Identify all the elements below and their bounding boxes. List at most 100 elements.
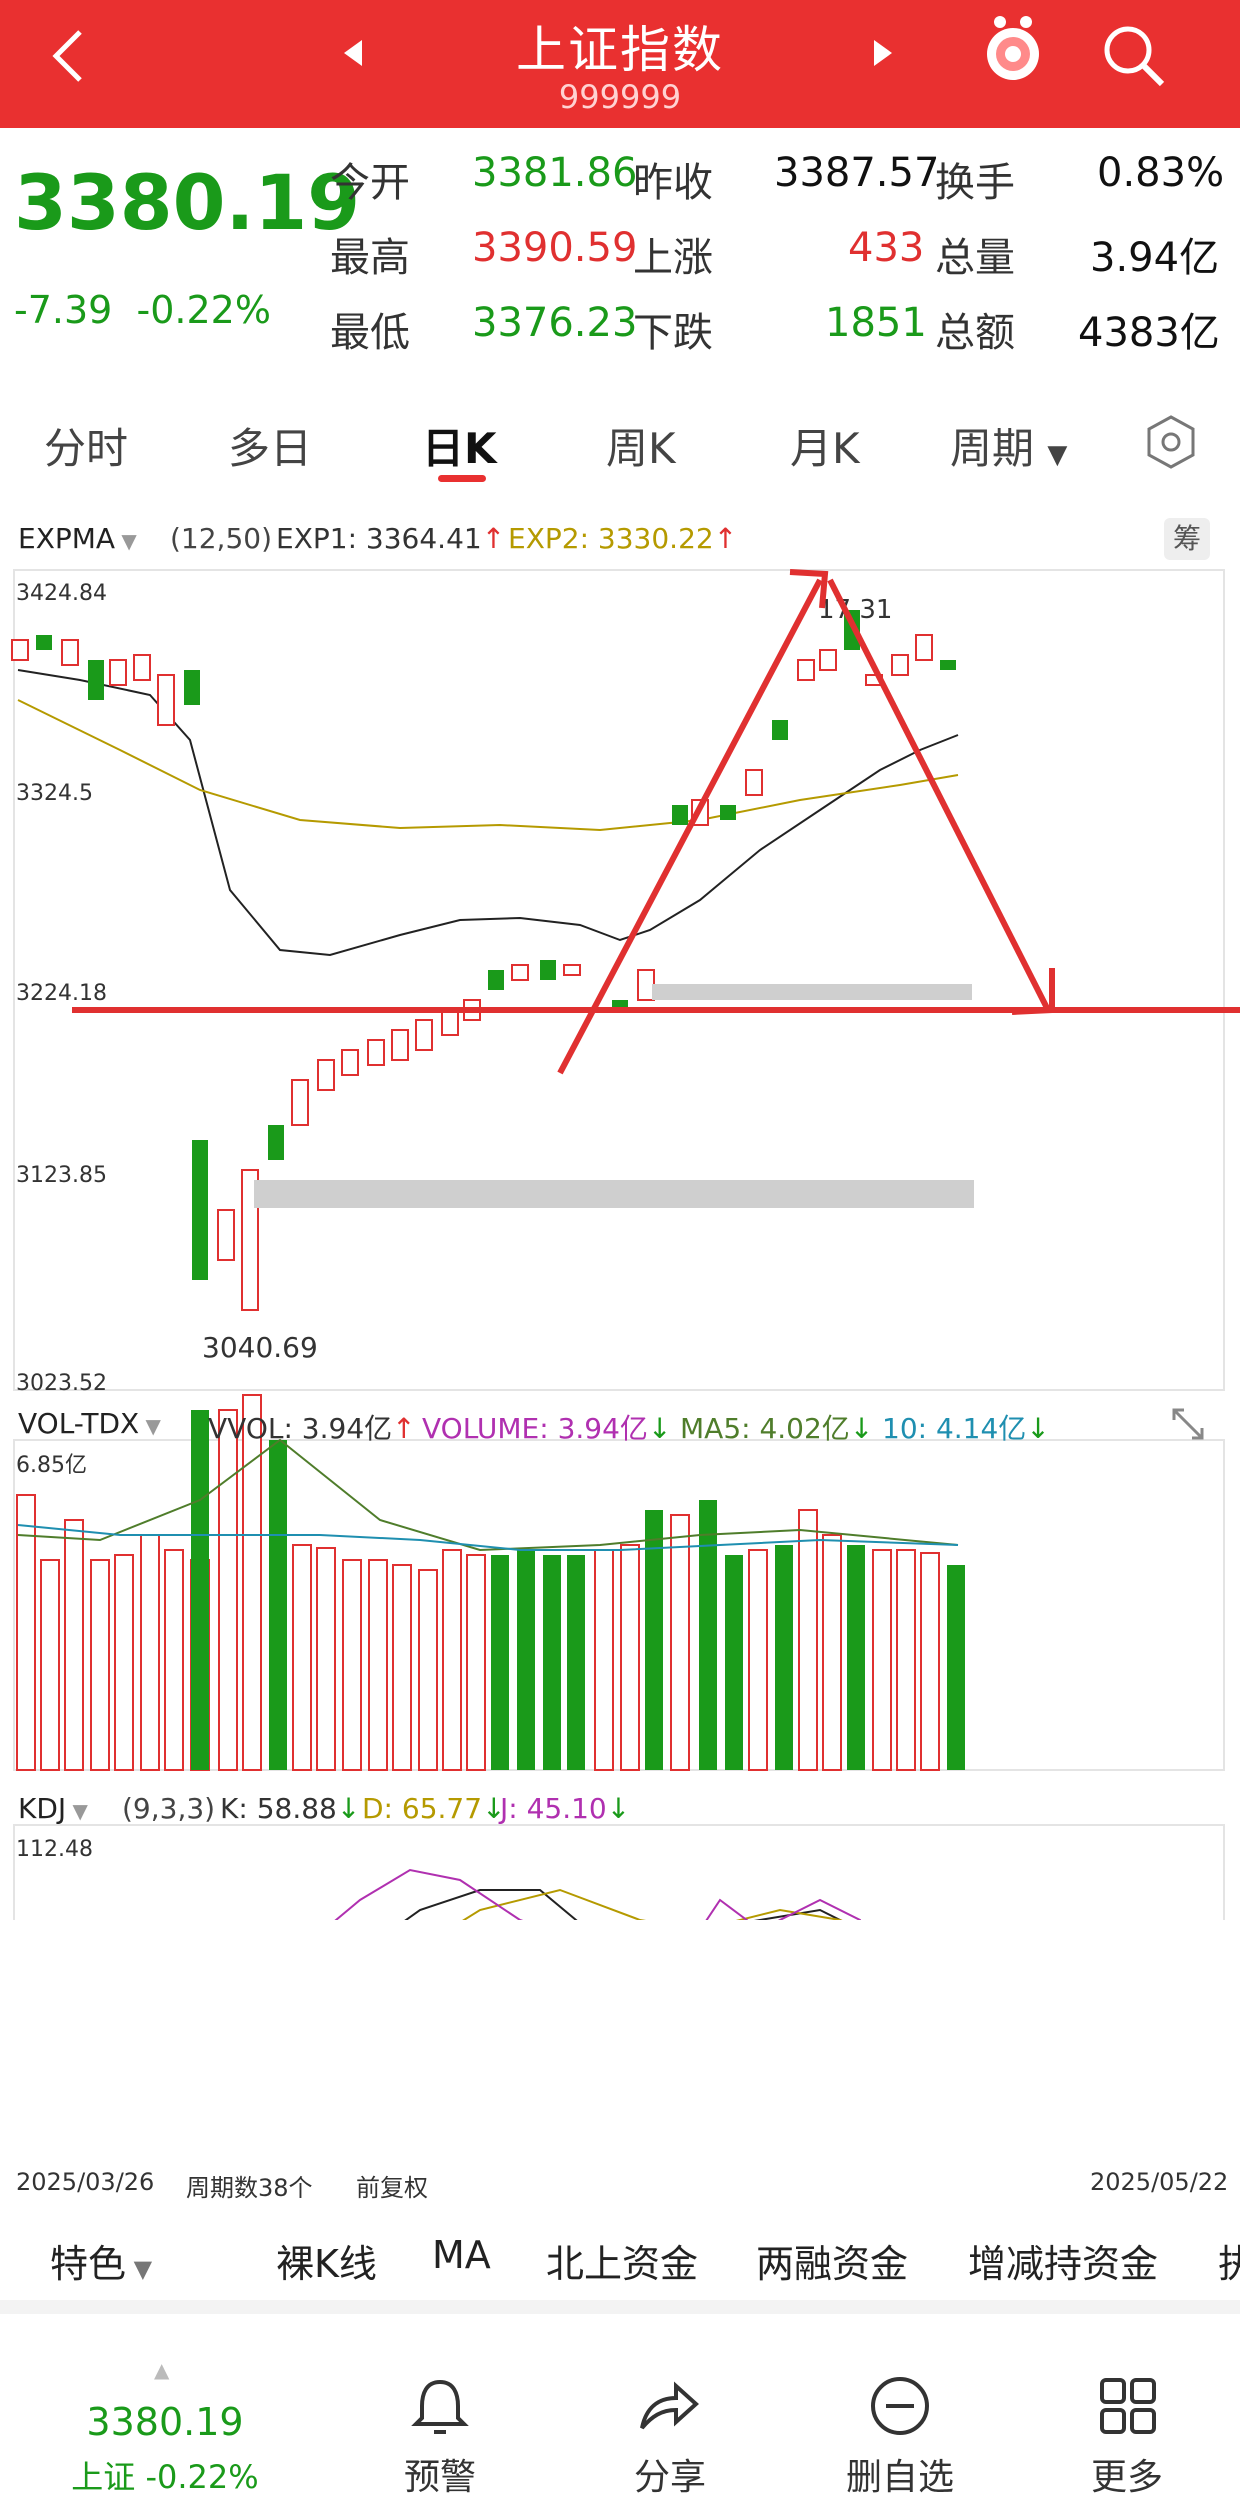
share-icon[interactable] <box>636 2376 700 2436</box>
rise-value: 433 <box>848 225 925 271</box>
candle <box>36 635 52 650</box>
volume-bar <box>342 1559 362 1771</box>
end-date: 2025/05/22 <box>1090 2168 1229 2196</box>
margin-button[interactable]: 两融资金 <box>756 2242 909 2286</box>
volume-bar <box>543 1555 561 1770</box>
holding-change-button[interactable]: 增减持资金 <box>968 2242 1159 2286</box>
d-line <box>462 1888 843 1920</box>
back-icon[interactable] <box>40 26 100 86</box>
expand-icon[interactable] <box>1168 1404 1208 1444</box>
candle <box>88 660 104 700</box>
kdj-selector[interactable]: KDJ ▼ <box>18 1792 88 1825</box>
grid-icon[interactable] <box>1096 2374 1160 2438</box>
ma5-line <box>17 1438 959 1552</box>
candle <box>109 659 127 686</box>
tab-monthly-k[interactable]: 月K <box>790 424 860 473</box>
expand-up-icon[interactable]: ▲ <box>154 2358 170 2382</box>
ma10-line <box>17 1524 959 1551</box>
candle <box>341 1049 359 1076</box>
chip-button[interactable]: 筹 <box>1164 518 1210 560</box>
k-value: K: 58.88↓ <box>220 1792 361 1825</box>
candle <box>184 670 200 705</box>
candle <box>511 964 529 981</box>
volume-bar <box>567 1555 585 1770</box>
more-button[interactable]: 更多 <box>1090 2457 1163 2498</box>
settings-hex-icon[interactable] <box>1142 413 1200 471</box>
vol-selector[interactable]: VOL-TDX ▼ <box>18 1407 161 1440</box>
alert-button[interactable]: 预警 <box>403 2457 476 2498</box>
bell-icon[interactable] <box>410 2376 470 2438</box>
volume-bar <box>90 1559 110 1771</box>
bottom-bar: ▲ 3380.19 上证 -0.22% 预警 分享 删自选 更多 <box>0 2314 1240 2498</box>
delete-watch-button[interactable]: 删自选 <box>845 2457 954 2498</box>
candle <box>797 659 815 681</box>
amount-label: 总额 <box>935 310 1015 356</box>
tab-multiday[interactable]: 多日 <box>228 424 313 473</box>
remove-circle-icon[interactable] <box>868 2374 932 2438</box>
expma-params: (12,50) <box>170 522 273 555</box>
volume-bar <box>822 1534 842 1771</box>
tab-weekly-k[interactable]: 周K <box>606 424 676 473</box>
feature-menu[interactable]: 特色 ▼ <box>50 2233 152 2288</box>
mascot-icon[interactable] <box>978 14 1048 84</box>
current-price: 3380.19 <box>14 158 361 247</box>
active-tab-indicator <box>438 475 486 482</box>
ma5-value: MA5: 4.02亿↓ <box>680 1412 874 1445</box>
change-value: -7.39 <box>14 288 113 332</box>
candle <box>540 960 556 980</box>
volume-bar <box>947 1565 965 1770</box>
exp2-value: EXP2: 3330.22↑ <box>508 522 738 555</box>
prev-stock-icon[interactable] <box>340 38 366 68</box>
candle <box>391 1029 409 1061</box>
volume-bar <box>491 1555 509 1770</box>
vvol-value: VVOL: 3.94亿↑ <box>208 1412 416 1445</box>
dropdown-icon: ▼ <box>139 1414 161 1438</box>
volume-bar <box>242 1394 262 1771</box>
down-arrow-line <box>827 578 1051 1012</box>
ma10-text: 10: 4.14亿 <box>882 1412 1027 1445</box>
y-axis-label: 3224.18 <box>16 981 107 1006</box>
kline-frame <box>13 569 1225 1391</box>
northbound-button[interactable]: 北上资金 <box>546 2242 699 2286</box>
kline-chart[interactable]: 3424.843324.53224.183123.853023.5217.313… <box>0 560 1240 1920</box>
turnover-label: 换手 <box>935 160 1015 206</box>
y-axis-label: 3424.84 <box>16 581 107 606</box>
ma5-text: MA5: 4.02亿 <box>680 1412 850 1445</box>
tab-daily-k[interactable]: 日K <box>422 424 497 473</box>
naked-k-button[interactable]: 裸K线 <box>276 2242 377 2286</box>
search-icon[interactable] <box>1098 20 1168 90</box>
more-func-button[interactable]: 执 <box>1218 2242 1240 2286</box>
candle <box>192 1140 208 1280</box>
change-percent: -0.22% <box>136 288 271 332</box>
candle <box>61 639 79 666</box>
volume-bar <box>466 1554 486 1771</box>
volume-bar <box>164 1549 184 1771</box>
y-axis-label: 3023.52 <box>16 1371 107 1396</box>
volume-bar <box>292 1544 312 1771</box>
candle <box>940 660 956 670</box>
volume-bar <box>368 1559 388 1771</box>
start-date: 2025/03/26 <box>16 2168 155 2196</box>
volume-bar <box>442 1549 462 1771</box>
volume-bar <box>218 1409 238 1771</box>
exp2-text: EXP2: 3330.22 <box>508 522 714 555</box>
volume-bar <box>847 1545 865 1770</box>
tab-period-label: 周期 <box>950 424 1035 473</box>
kdj-top-label: 112.48 <box>16 1837 93 1862</box>
d-value: D: 65.77↓ <box>362 1792 506 1825</box>
tab-intraday[interactable]: 分时 <box>44 424 129 473</box>
candle <box>11 639 29 661</box>
candle <box>915 634 933 661</box>
tab-period[interactable]: 周期 ▼ <box>950 415 1067 476</box>
ma-button[interactable]: MA <box>432 2233 491 2277</box>
share-button[interactable]: 分享 <box>633 2457 706 2498</box>
volume-bar <box>191 1410 209 1770</box>
candle <box>291 1079 309 1126</box>
candle <box>672 805 688 825</box>
volume-bar <box>16 1494 36 1771</box>
candle <box>367 1039 385 1066</box>
quote-panel: 3380.19 -7.39 -0.22% 今开 3381.86 昨收 3387.… <box>0 128 1240 378</box>
expma-selector[interactable]: EXPMA ▼ <box>18 522 137 555</box>
ma10-value: 10: 4.14亿↓ <box>882 1412 1050 1445</box>
next-stock-icon[interactable] <box>870 38 896 68</box>
